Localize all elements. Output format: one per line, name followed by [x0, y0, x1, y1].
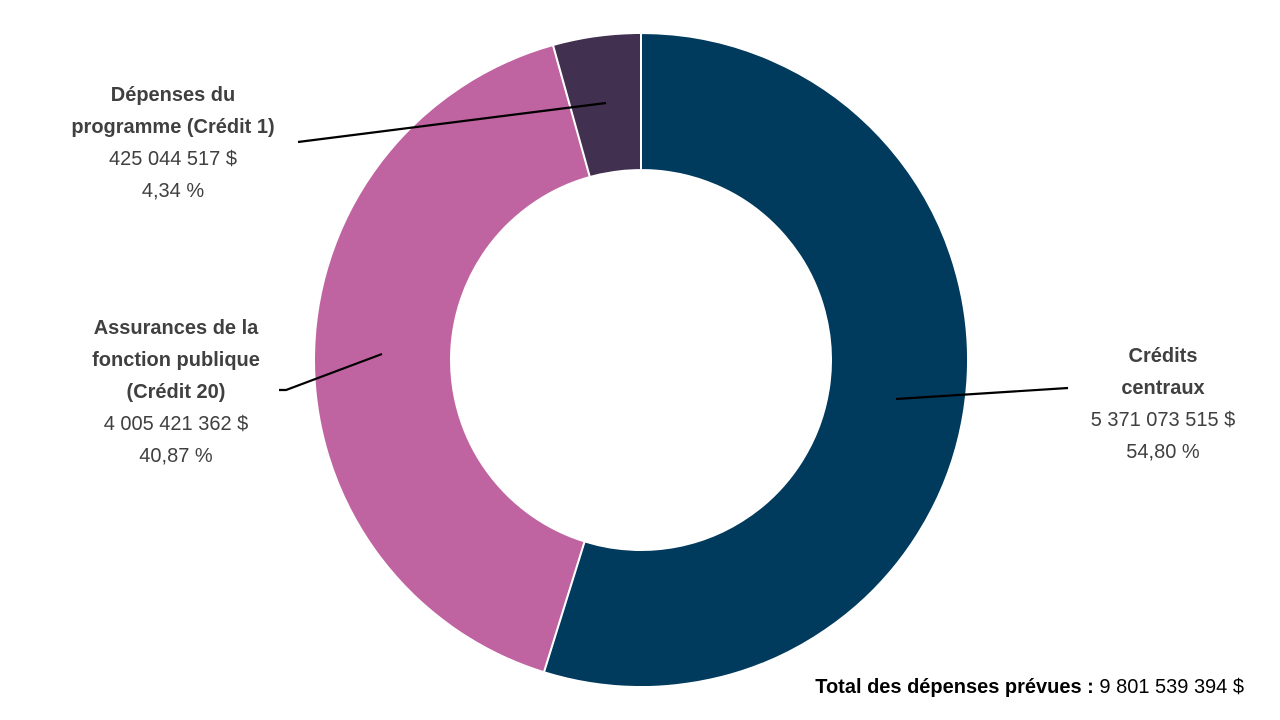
- leader-line: [297, 101, 607, 144]
- slice-label: Dépenses du programme (Crédit 1) 425 044 …: [71, 79, 274, 207]
- value-label: 425 044 517 $: [109, 148, 237, 170]
- percent-label: 40,87 %: [139, 445, 213, 467]
- value-label: 5 371 073 515 $: [1090, 409, 1236, 431]
- category-name: Dépenses du programme (Crédit 1): [71, 84, 275, 138]
- leader-line: [279, 352, 383, 392]
- slice-label: Crédits centraux 5 371 073 515 $ 54,80 %: [1091, 340, 1236, 468]
- total-label: Total des dépenses prévues :: [815, 676, 1094, 698]
- percent-label: 54,80 %: [1126, 441, 1200, 463]
- leader-line: [895, 386, 1069, 401]
- slices: [313, 31, 969, 688]
- value-label: 4 005 421 362 $: [103, 413, 249, 435]
- total: Total des dépenses prévues : 9 801 539 3…: [815, 676, 1244, 699]
- leader-lines: [279, 101, 1069, 401]
- category-name: Crédits centraux: [1121, 345, 1205, 399]
- slice-label: Assurances de la fonction publique (Créd…: [92, 312, 260, 472]
- total-value: 9 801 539 394 $: [1099, 676, 1244, 698]
- percent-label: 4,34 %: [141, 180, 205, 202]
- category-name: Assurances de la fonction publique (Créd…: [92, 317, 260, 403]
- donut-slice: [313, 43, 592, 674]
- donut-slice: [542, 31, 969, 688]
